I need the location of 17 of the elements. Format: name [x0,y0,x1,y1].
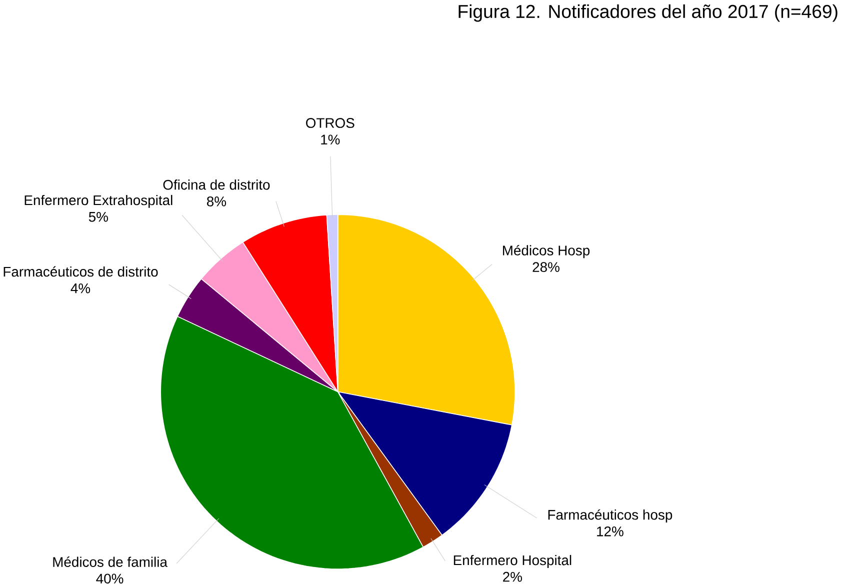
data-label: 4% [70,283,90,294]
slice-label: Farmacéuticos hosp [548,509,672,522]
data-label: 5% [88,212,108,222]
slice-label: Médicos Hosp [503,244,590,258]
data-label: 12% [597,526,624,536]
data-label: 28% [532,262,560,272]
chart-title: Figura 12. Notificadores del año 2017 (n=469) [458,4,838,22]
data-label: 2% [503,572,522,582]
data-label: 1% [321,134,340,144]
slice-label: Médicos de familia [53,556,168,567]
slice-label: Enfermero Hospital [454,554,572,568]
slice-label: Oficina de distrito [163,179,270,190]
slice-label: Farmacéuticos de distrito [4,266,158,277]
data-label: 8% [206,196,226,206]
data-label: 40% [96,574,124,584]
slice-label: Enfermero Extrahospital [24,194,172,208]
slice-label: OTROS [306,118,354,128]
